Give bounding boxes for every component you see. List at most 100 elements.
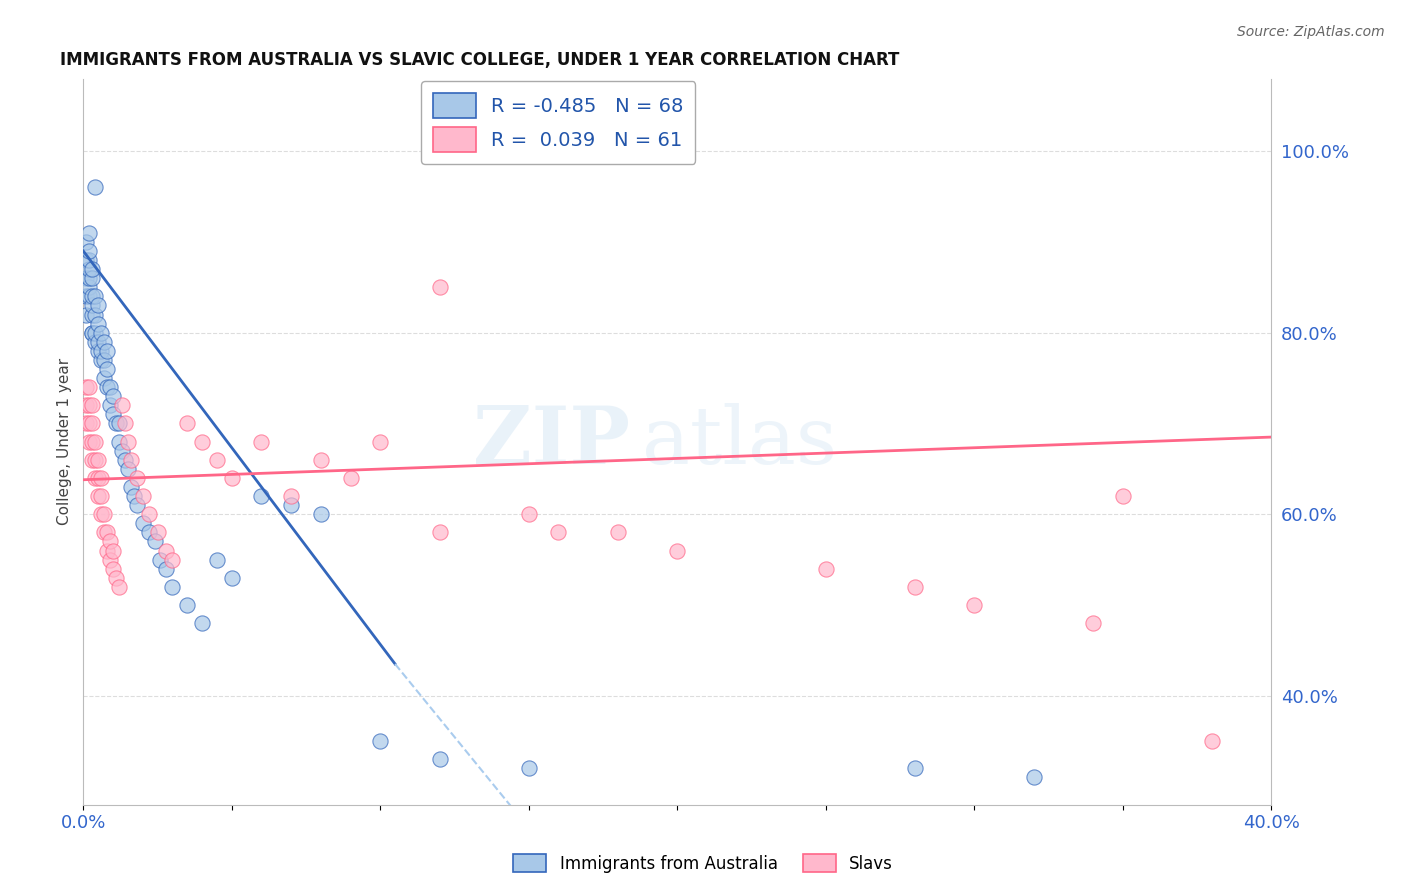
Point — [1081, 616, 1104, 631]
Point — [82, 452, 104, 467]
Point — [104, 417, 127, 431]
Point — [75, 271, 97, 285]
Point — [517, 507, 540, 521]
Point — [191, 434, 214, 449]
Point — [90, 489, 112, 503]
Point — [77, 244, 100, 258]
Point — [87, 317, 110, 331]
Point — [90, 471, 112, 485]
Point — [77, 226, 100, 240]
Point — [77, 417, 100, 431]
Point — [108, 434, 131, 449]
Point — [176, 598, 198, 612]
Point — [84, 289, 107, 303]
Point — [101, 562, 124, 576]
Point — [101, 389, 124, 403]
Point — [146, 525, 169, 540]
Point — [429, 280, 451, 294]
Point — [87, 343, 110, 358]
Point — [117, 434, 139, 449]
Point — [82, 308, 104, 322]
Point — [131, 516, 153, 531]
Point — [250, 489, 273, 503]
Point — [666, 543, 689, 558]
Point — [122, 489, 145, 503]
Point — [101, 408, 124, 422]
Point — [82, 326, 104, 340]
Point — [84, 326, 107, 340]
Point — [87, 298, 110, 312]
Point — [114, 417, 136, 431]
Point — [82, 434, 104, 449]
Point — [111, 398, 134, 412]
Point — [155, 562, 177, 576]
Point — [75, 253, 97, 268]
Point — [162, 552, 184, 566]
Point — [82, 271, 104, 285]
Point — [339, 471, 361, 485]
Point — [96, 343, 118, 358]
Point — [82, 417, 104, 431]
Point — [138, 507, 160, 521]
Point — [125, 498, 148, 512]
Point — [1111, 489, 1133, 503]
Point — [101, 543, 124, 558]
Point — [75, 308, 97, 322]
Point — [84, 334, 107, 349]
Point — [77, 253, 100, 268]
Point — [82, 398, 104, 412]
Point — [96, 525, 118, 540]
Point — [429, 752, 451, 766]
Point — [77, 289, 100, 303]
Point — [111, 443, 134, 458]
Point — [87, 334, 110, 349]
Point — [84, 452, 107, 467]
Point — [191, 616, 214, 631]
Point — [429, 525, 451, 540]
Y-axis label: College, Under 1 year: College, Under 1 year — [58, 358, 72, 525]
Point — [250, 434, 273, 449]
Point — [120, 480, 142, 494]
Point — [368, 734, 391, 748]
Point — [221, 471, 243, 485]
Point — [149, 552, 172, 566]
Point — [162, 580, 184, 594]
Point — [814, 562, 837, 576]
Point — [87, 471, 110, 485]
Point — [176, 417, 198, 431]
Point — [93, 525, 115, 540]
Point — [77, 262, 100, 277]
Point — [90, 343, 112, 358]
Point — [309, 452, 332, 467]
Point — [904, 761, 927, 775]
Point — [280, 489, 302, 503]
Point — [90, 507, 112, 521]
Point — [75, 380, 97, 394]
Text: IMMIGRANTS FROM AUSTRALIA VS SLAVIC COLLEGE, UNDER 1 YEAR CORRELATION CHART: IMMIGRANTS FROM AUSTRALIA VS SLAVIC COLL… — [59, 51, 898, 69]
Point — [904, 580, 927, 594]
Point — [1022, 771, 1045, 785]
Point — [82, 298, 104, 312]
Point — [77, 398, 100, 412]
Point — [517, 761, 540, 775]
Point — [84, 180, 107, 194]
Point — [963, 598, 986, 612]
Point — [1201, 734, 1223, 748]
Point — [77, 271, 100, 285]
Point — [108, 417, 131, 431]
Point — [96, 380, 118, 394]
Point — [84, 434, 107, 449]
Point — [547, 525, 569, 540]
Point — [84, 308, 107, 322]
Point — [125, 471, 148, 485]
Point — [98, 398, 121, 412]
Point — [82, 289, 104, 303]
Point — [368, 434, 391, 449]
Point — [96, 543, 118, 558]
Point — [87, 489, 110, 503]
Point — [84, 471, 107, 485]
Point — [98, 552, 121, 566]
Text: ZIP: ZIP — [472, 402, 630, 481]
Point — [138, 525, 160, 540]
Point — [143, 534, 166, 549]
